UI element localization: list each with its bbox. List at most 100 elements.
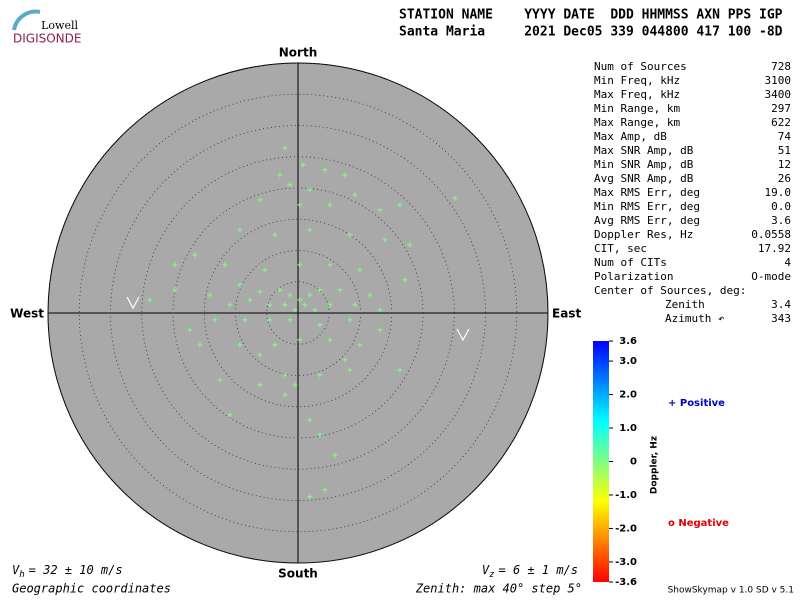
source-point bbox=[242, 317, 248, 323]
stat-value: 17.92 bbox=[758, 242, 791, 255]
source-point bbox=[307, 292, 313, 298]
source-point bbox=[247, 297, 253, 303]
source-point bbox=[147, 297, 153, 303]
colorbar bbox=[593, 341, 609, 582]
stat-value: 3400 bbox=[765, 88, 792, 101]
colorbar-tick-label: -3.0 bbox=[615, 557, 637, 568]
source-point bbox=[277, 287, 283, 293]
source-point bbox=[302, 302, 308, 308]
source-point bbox=[217, 377, 223, 383]
center-title: Center of Sources, deg: bbox=[594, 284, 746, 297]
source-point bbox=[377, 327, 383, 333]
stat-value: 26 bbox=[778, 172, 791, 185]
source-point bbox=[327, 262, 333, 268]
source-point bbox=[452, 195, 458, 201]
source-point bbox=[402, 277, 408, 283]
stat-label: Min SNR Amp, dB bbox=[594, 158, 694, 171]
stat-value: 3100 bbox=[765, 74, 792, 87]
source-point bbox=[212, 317, 218, 323]
source-point bbox=[267, 317, 273, 323]
source-point bbox=[357, 342, 363, 348]
stat-value: 3.6 bbox=[771, 214, 791, 227]
source-point bbox=[237, 227, 243, 233]
center-value: 343 bbox=[771, 312, 791, 325]
zenith-ring bbox=[266, 281, 330, 345]
stat-label: Doppler Res, Hz bbox=[594, 228, 693, 241]
zenith-ring bbox=[110, 125, 486, 501]
stat-value: 19.0 bbox=[765, 186, 792, 199]
source-point bbox=[292, 307, 298, 313]
colorbar-tick-label: -1.0 bbox=[615, 490, 637, 501]
stat-label: Min Range, km bbox=[594, 102, 680, 115]
stat-label: Min Freq, kHz bbox=[594, 74, 680, 87]
stat-label: Max SNR Amp, dB bbox=[594, 144, 694, 157]
south-label: South bbox=[278, 567, 318, 581]
stat-value: 728 bbox=[771, 60, 791, 73]
source-point bbox=[227, 302, 233, 308]
source-point bbox=[312, 307, 318, 313]
colorbar-tick-label: 0 bbox=[630, 457, 637, 468]
source-point bbox=[352, 302, 358, 308]
colorbar-tick-label: 2.0 bbox=[619, 390, 637, 401]
source-point bbox=[377, 207, 383, 213]
source-point bbox=[172, 287, 178, 293]
logo-arc bbox=[12, 9, 41, 31]
source-point bbox=[337, 287, 343, 293]
colorbar-tick-label: -2.0 bbox=[615, 523, 637, 534]
source-point bbox=[327, 337, 333, 343]
source-point bbox=[352, 192, 358, 198]
source-point bbox=[282, 372, 288, 378]
east-marker bbox=[456, 328, 470, 342]
source-point bbox=[357, 267, 363, 273]
source-point bbox=[257, 382, 263, 388]
source-point bbox=[227, 412, 233, 418]
source-point bbox=[282, 145, 288, 151]
source-point bbox=[237, 342, 243, 348]
stat-label: Avg SNR Amp, dB bbox=[594, 172, 694, 185]
source-point bbox=[257, 197, 263, 203]
zenith-note: Zenith: max 40° step 5° bbox=[415, 582, 582, 596]
stat-label: Num of CITs bbox=[594, 256, 667, 269]
zenith-ring bbox=[172, 187, 424, 439]
source-point bbox=[317, 287, 323, 293]
header-values: Santa Maria 2021 Dec05 339 044800 417 10… bbox=[399, 25, 783, 40]
legend-positive: + Positive bbox=[668, 398, 725, 409]
source-point bbox=[407, 242, 413, 248]
stat-value: 51 bbox=[778, 144, 791, 157]
west-label: West bbox=[10, 307, 44, 321]
stat-label: Polarization bbox=[594, 270, 673, 283]
stat-value: 0.0 bbox=[771, 200, 791, 213]
zenith-ring bbox=[47, 62, 549, 564]
center-label: Zenith bbox=[665, 298, 705, 311]
stat-label: CIT, sec bbox=[594, 242, 647, 255]
source-point bbox=[282, 302, 288, 308]
colorbar-tick-label: 3.6 bbox=[619, 336, 637, 347]
zenith-ring bbox=[203, 218, 393, 408]
source-point bbox=[292, 382, 298, 388]
source-point bbox=[382, 237, 388, 243]
stat-label: Avg RMS Err, deg bbox=[594, 214, 700, 227]
vh-label: Vh = 32 ± 10 m/s bbox=[12, 563, 123, 580]
header-columns: STATION NAME YYYY DATE DDD HHMMSS AXN PP… bbox=[399, 8, 783, 23]
stat-value: 622 bbox=[771, 116, 791, 129]
source-point bbox=[347, 367, 353, 373]
colorbar-label: Doppler, Hz bbox=[650, 436, 660, 494]
source-point bbox=[377, 307, 383, 313]
stat-label: Max Amp, dB bbox=[594, 130, 667, 143]
source-point bbox=[287, 317, 293, 323]
source-point bbox=[287, 182, 293, 188]
source-point bbox=[257, 352, 263, 358]
source-point bbox=[342, 172, 348, 178]
colorbar-tick-label: -3.6 bbox=[615, 577, 637, 588]
east-label: East bbox=[552, 307, 581, 321]
center-label: Azimuth ↶ bbox=[665, 312, 725, 325]
stat-value: 12 bbox=[778, 158, 791, 171]
source-point bbox=[307, 494, 313, 500]
coordinates-note: Geographic coordinates bbox=[12, 582, 171, 596]
source-point bbox=[297, 297, 303, 303]
source-point bbox=[342, 357, 348, 363]
source-point bbox=[317, 322, 323, 328]
stat-value: O-mode bbox=[751, 270, 791, 283]
source-point bbox=[287, 292, 293, 298]
source-point bbox=[317, 432, 323, 438]
